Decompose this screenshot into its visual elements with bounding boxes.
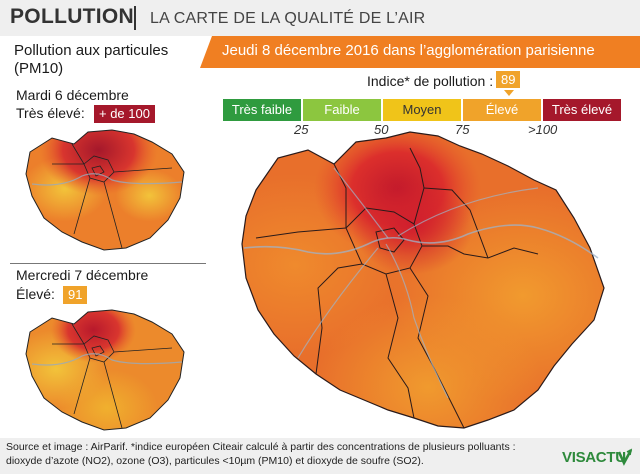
day1-level: Très élevé: [16, 105, 85, 121]
scale-low: Faible [303, 99, 381, 121]
map-dec7 [25, 309, 185, 431]
visactu-logo-text: VISACTU [562, 449, 626, 466]
scale-very-low: Très faible [223, 99, 301, 121]
map-dec6 [25, 129, 185, 251]
index-pointer-icon [504, 90, 514, 96]
footer-source-line1: Source et image : AirParif. *indice euro… [6, 441, 516, 453]
index-label: Indice* de pollution : [367, 73, 494, 89]
scale-tick-25: 25 [294, 122, 309, 137]
footer-bar [0, 438, 640, 474]
header-bar [0, 0, 640, 36]
title-separator [134, 6, 136, 30]
day1-date: Mardi 6 décembre [16, 87, 129, 103]
day2-date: Mercredi 7 décembre [16, 267, 149, 283]
scale-high: Élevé [463, 99, 541, 121]
scale-medium: Moyen [383, 99, 461, 121]
left-title-line2: (PM10) [14, 60, 64, 77]
day2-level: Élevé: [16, 286, 55, 302]
index-value-badge: 89 [496, 71, 521, 88]
left-panel-title: Pollution aux particules (PM10) [14, 42, 204, 78]
date-banner [200, 36, 640, 68]
page-subtitle: LA CARTE DE LA QUALITÉ DE L’AIR [150, 10, 426, 27]
page-title: POLLUTION [10, 5, 135, 28]
date-banner-text: Jeudi 8 décembre 2016 dans l’agglomérati… [222, 42, 595, 59]
footer-source-line2: dioxyde d’azote (NO2), ozone (O3), parti… [6, 455, 424, 467]
left-title-line1: Pollution aux particules [14, 42, 169, 59]
scale-tick-50: 50 [374, 122, 389, 137]
day2-value-badge: 91 [63, 286, 88, 304]
scale-very-high: Très élevé [543, 99, 621, 121]
day1-value-badge: + de 100 [94, 105, 155, 123]
scale-tick-100: >100 [528, 122, 558, 137]
left-divider [10, 263, 206, 264]
visactu-logo-icon [617, 448, 633, 466]
scale-tick-75: 75 [455, 122, 470, 137]
main-map [241, 131, 605, 429]
